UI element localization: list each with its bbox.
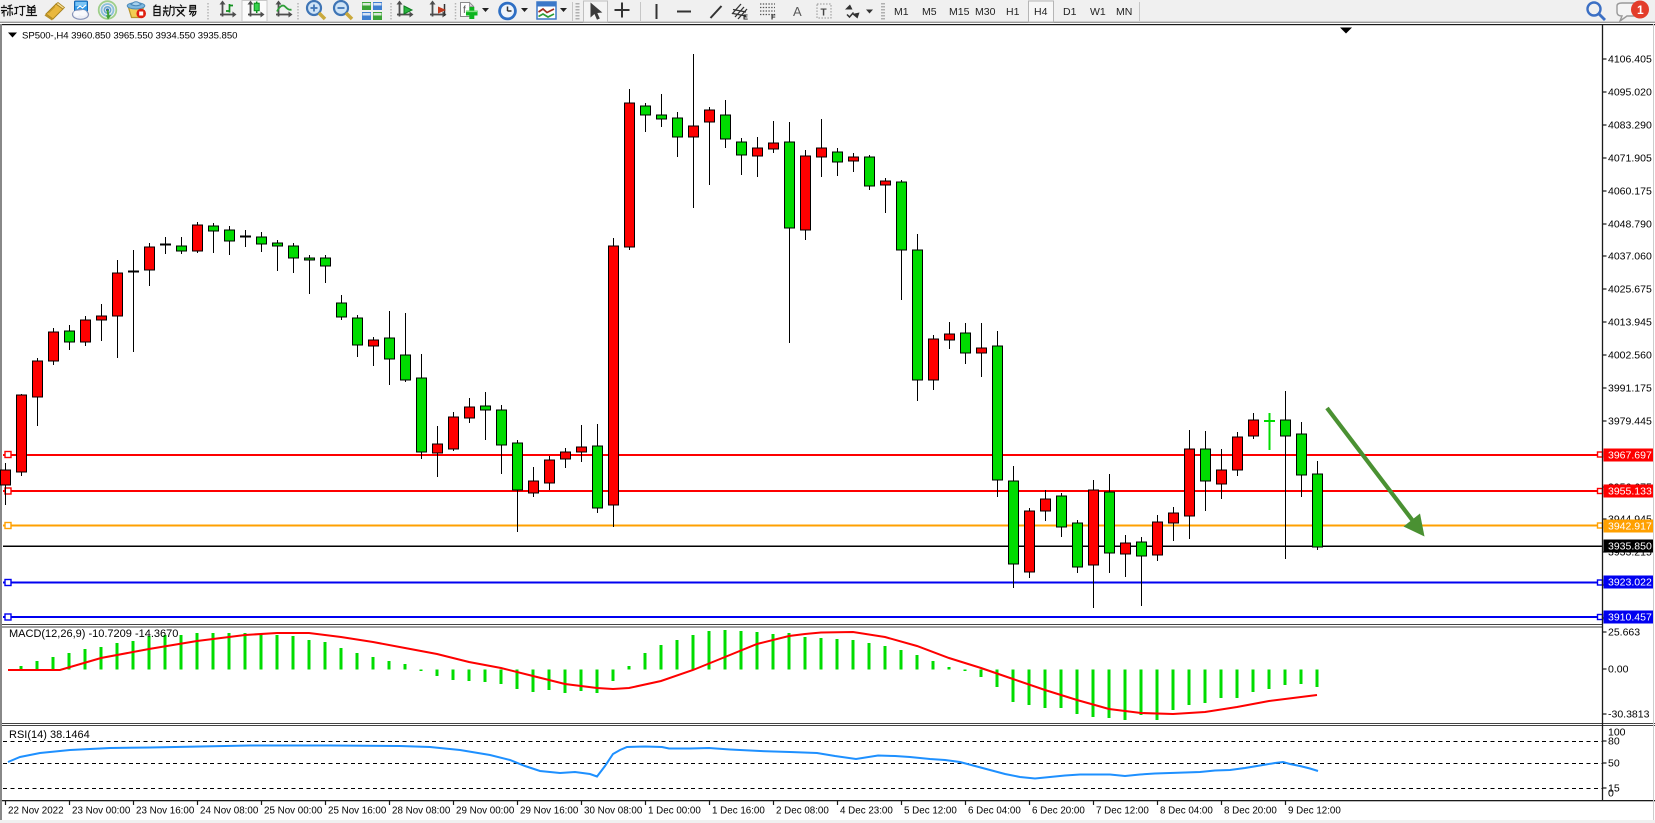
svg-text:3923.022: 3923.022: [1608, 577, 1652, 589]
svg-text:4002.560: 4002.560: [1608, 350, 1652, 362]
svg-text:22 Nov 2022: 22 Nov 2022: [8, 806, 64, 817]
svg-text:24 Nov 08:00: 24 Nov 08:00: [200, 806, 259, 817]
svg-text:SP500-,H4 3960.850 3965.550 3: SP500-,H4 3960.850 3965.550 3934.550 393…: [22, 31, 237, 42]
svg-text:1 Dec 00:00: 1 Dec 00:00: [648, 806, 701, 817]
svg-text:H4: H4: [1034, 6, 1048, 18]
svg-text:W1: W1: [1090, 6, 1106, 18]
svg-text:1: 1: [1637, 3, 1644, 17]
svg-text:MN: MN: [1116, 6, 1132, 18]
svg-text:RSI(14) 38.1464: RSI(14) 38.1464: [9, 729, 90, 741]
svg-text:3967.697: 3967.697: [1608, 450, 1652, 462]
svg-text:1 Dec 16:00: 1 Dec 16:00: [712, 806, 765, 817]
svg-text:4083.290: 4083.290: [1608, 120, 1652, 132]
svg-text:4037.060: 4037.060: [1608, 251, 1652, 263]
svg-text:E: E: [743, 13, 748, 22]
svg-text:15: 15: [1608, 783, 1620, 795]
svg-text:29 Nov 00:00: 29 Nov 00:00: [456, 806, 515, 817]
svg-text:H1: H1: [1006, 6, 1020, 18]
svg-text:M30: M30: [975, 6, 996, 18]
svg-text:A: A: [793, 4, 802, 19]
svg-text:6 Dec 20:00: 6 Dec 20:00: [1032, 806, 1085, 817]
svg-text:4071.905: 4071.905: [1608, 153, 1652, 165]
svg-text:3910.457: 3910.457: [1608, 612, 1652, 624]
svg-text:4025.675: 4025.675: [1608, 284, 1652, 296]
svg-text:23 Nov 16:00: 23 Nov 16:00: [136, 806, 195, 817]
svg-text:29 Nov 16:00: 29 Nov 16:00: [520, 806, 579, 817]
svg-text:0.00: 0.00: [1608, 664, 1629, 676]
svg-text:8 Dec 04:00: 8 Dec 04:00: [1160, 806, 1213, 817]
svg-text:M15: M15: [949, 6, 970, 18]
svg-text:3979.445: 3979.445: [1608, 416, 1652, 428]
svg-text:3955.133: 3955.133: [1608, 486, 1652, 498]
svg-text:80: 80: [1608, 736, 1620, 748]
svg-text:f: f: [463, 5, 466, 16]
svg-text:100: 100: [1608, 727, 1626, 739]
svg-text:25 Nov 16:00: 25 Nov 16:00: [328, 806, 387, 817]
svg-text:4 Dec 23:00: 4 Dec 23:00: [840, 806, 893, 817]
svg-text:3942.917: 3942.917: [1608, 521, 1652, 533]
svg-text:2 Dec 08:00: 2 Dec 08:00: [776, 806, 829, 817]
svg-text:4048.790: 4048.790: [1608, 219, 1652, 231]
svg-text:6 Dec 04:00: 6 Dec 04:00: [968, 806, 1021, 817]
svg-text:28 Nov 08:00: 28 Nov 08:00: [392, 806, 451, 817]
svg-text:F: F: [771, 13, 776, 22]
svg-text:25 Nov 00:00: 25 Nov 00:00: [264, 806, 323, 817]
svg-text:7 Dec 12:00: 7 Dec 12:00: [1096, 806, 1149, 817]
svg-text:3935.850: 3935.850: [1608, 541, 1652, 553]
svg-text:MACD(12,26,9) -10.7209 -14.367: MACD(12,26,9) -10.7209 -14.3670: [9, 628, 178, 640]
svg-text:3991.175: 3991.175: [1608, 383, 1652, 395]
svg-text:23 Nov 00:00: 23 Nov 00:00: [72, 806, 131, 817]
svg-text:D1: D1: [1063, 6, 1077, 18]
svg-text:T: T: [821, 8, 827, 19]
svg-text:8 Dec 20:00: 8 Dec 20:00: [1224, 806, 1277, 817]
svg-text:5 Dec 12:00: 5 Dec 12:00: [904, 806, 957, 817]
svg-text:M1: M1: [894, 6, 909, 18]
svg-text:-30.3813: -30.3813: [1608, 709, 1650, 721]
svg-text:30 Nov 08:00: 30 Nov 08:00: [584, 806, 643, 817]
svg-text:M5: M5: [922, 6, 937, 18]
svg-text:4106.405: 4106.405: [1608, 54, 1652, 66]
svg-text:0: 0: [1608, 788, 1614, 800]
svg-text:9 Dec 12:00: 9 Dec 12:00: [1288, 806, 1341, 817]
svg-text:25.663: 25.663: [1608, 627, 1640, 639]
svg-text:4013.945: 4013.945: [1608, 317, 1652, 329]
svg-text:50: 50: [1608, 758, 1620, 770]
svg-text:4095.020: 4095.020: [1608, 87, 1652, 99]
svg-text:4060.175: 4060.175: [1608, 186, 1652, 198]
